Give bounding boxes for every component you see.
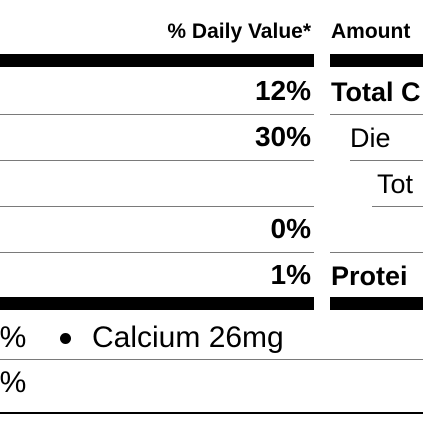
right-divider-4 xyxy=(330,252,423,253)
nutrient-label-dietary-fiber: Die xyxy=(350,123,391,153)
right-divider-3 xyxy=(372,206,423,207)
row-divider-2 xyxy=(0,160,314,161)
right-divider-1 xyxy=(330,114,423,115)
vitamin-row-2-left-value: 2% xyxy=(0,366,27,399)
daily-value-row-4: 0% xyxy=(270,213,311,244)
vitamin-divider xyxy=(0,359,423,360)
right-divider-2 xyxy=(350,160,423,161)
daily-value-row-5: 1% xyxy=(270,259,311,290)
daily-value-row-1: 12% xyxy=(254,75,311,106)
daily-value-row-2: 30% xyxy=(254,121,311,152)
bullet-separator xyxy=(60,333,71,344)
nutrient-label-total-sugars: Tot xyxy=(377,169,414,199)
row-divider-3 xyxy=(0,206,314,207)
row-divider-1 xyxy=(0,114,314,115)
bottom-border xyxy=(0,412,423,414)
vitamin-row-1-left-value: 0% xyxy=(0,321,27,354)
amount-header: Amount xyxy=(331,20,411,43)
row-divider-4 xyxy=(0,252,314,253)
calcium-value: Calcium 26mg xyxy=(92,321,284,354)
left-thick-bar-bottom xyxy=(0,297,314,310)
right-thick-bar-top xyxy=(330,54,423,67)
nutrient-label-total-carbohydrate: Total C xyxy=(331,77,421,107)
right-thick-bar-bottom xyxy=(330,297,423,310)
left-thick-bar-top xyxy=(0,54,314,67)
nutrient-label-protein: Protei xyxy=(331,261,408,291)
daily-value-header: % Daily Value* xyxy=(167,20,311,43)
